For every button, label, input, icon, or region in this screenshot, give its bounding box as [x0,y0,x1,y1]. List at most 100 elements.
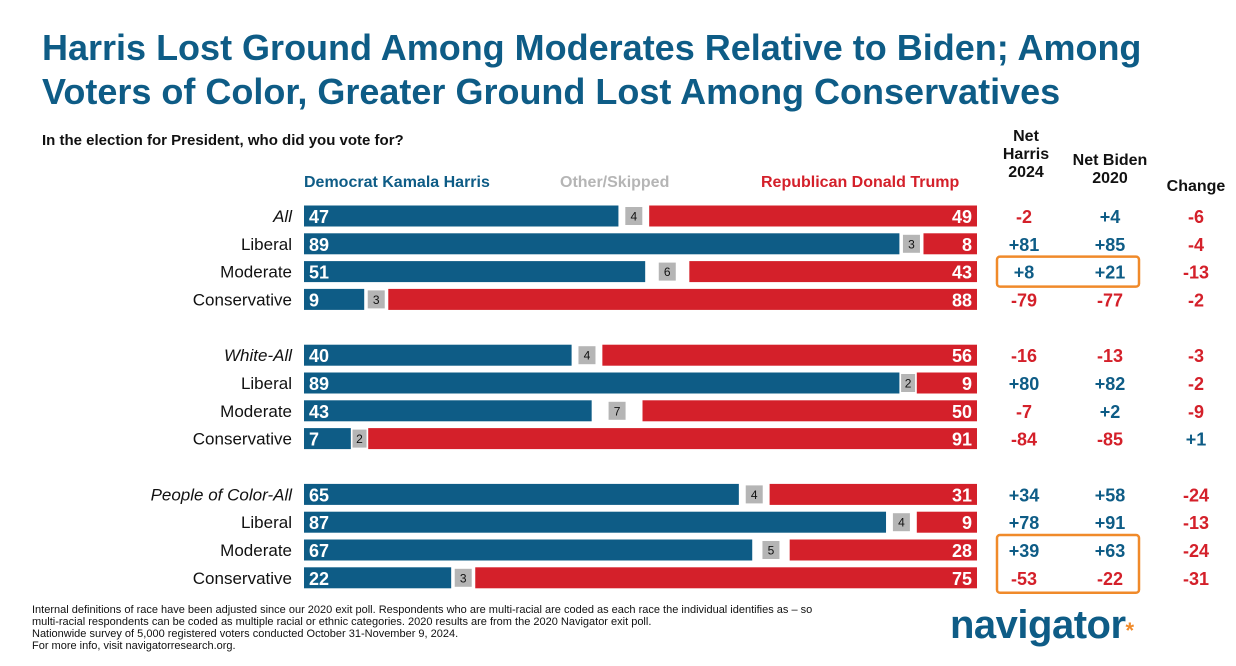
bar-label-other: 5 [768,544,775,558]
change-value: -4 [1188,235,1204,255]
bar-label-harris: 89 [309,374,329,394]
bar-label-harris: 9 [309,290,319,310]
bar-harris [304,539,753,561]
bar-label-trump: 88 [952,290,972,310]
change-value: -3 [1188,346,1204,366]
bar-label-other: 2 [356,432,363,446]
bar-trump [649,205,977,227]
bar-other [367,290,385,309]
row-label: Conservative [193,290,292,309]
net-harris-value: +80 [1009,374,1040,394]
bar-trump [689,261,977,283]
change-value: +1 [1186,430,1207,450]
row-label: Liberal [241,235,292,254]
bar-label-trump: 28 [952,541,972,561]
column-header-change: Change [1166,178,1226,195]
footnote-line-4: For more info, visit navigatorresearch.o… [32,640,236,652]
change-value: -6 [1188,207,1204,227]
bar-label-trump: 31 [952,485,972,505]
bar-label-harris: 43 [309,402,329,422]
bar-label-harris: 87 [309,513,329,533]
bar-harris [304,428,351,450]
bar-label-harris: 22 [309,569,329,589]
bar-label-other: 4 [751,488,758,502]
logo-text: navigator [950,603,1126,647]
footnote-line-2: multi-racial respondents can be coded as… [32,616,652,628]
net-harris-value: -16 [1011,346,1037,366]
bar-other [608,401,626,420]
row-label: Conservative [193,569,292,588]
bar-label-other: 4 [630,210,637,224]
change-value: -2 [1188,374,1204,394]
change-value: -2 [1188,290,1204,310]
row-label: Conservative [193,430,292,449]
row-label: Moderate [220,402,292,421]
bar-harris [304,400,592,422]
legend-trump: Republican Donald Trump [761,174,960,191]
net-harris-value: -7 [1016,402,1032,422]
chart-title: Harris Lost Ground Among Moderates Relat… [42,27,1142,112]
bar-other [658,262,676,281]
bar-harris [304,372,900,394]
change-value: -13 [1183,263,1209,283]
bar-harris [304,288,365,310]
bar-other [745,485,763,504]
bar-harris [304,483,739,505]
net-harris-value: -84 [1011,430,1037,450]
net-biden-value: +91 [1095,513,1126,533]
column-header-net-harris: Net Harris 2024 [990,128,1062,182]
net-biden-value: +2 [1100,402,1121,422]
bar-label-trump: 43 [952,263,972,283]
row-label: Moderate [220,263,292,282]
net-biden-value: +21 [1095,263,1126,283]
net-harris-value: +34 [1009,485,1040,505]
navigator-logo: navigator* [950,603,1134,648]
column-header-net-harris-line3: 2024 [1008,164,1044,181]
net-harris-value: +39 [1009,541,1040,561]
row-label: All [272,207,293,226]
bar-label-other: 3 [908,237,915,251]
bar-trump [388,288,977,310]
bar-label-other: 4 [584,349,591,363]
net-biden-value: +58 [1095,485,1126,505]
footnote-line-1: Internal definitions of race have been a… [32,604,813,616]
bar-label-other: 4 [898,516,905,530]
bar-label-trump: 9 [962,513,972,533]
bar-trump [916,511,977,533]
bar-other [901,374,916,392]
bar-harris [304,205,619,227]
net-biden-value: +63 [1095,541,1126,561]
footnote-line-3: Nationwide survey of 5,000 registered vo… [32,628,459,640]
change-value: -13 [1183,513,1209,533]
bar-label-trump: 8 [962,235,972,255]
bar-trump [769,483,977,505]
change-value: -24 [1183,541,1209,561]
survey-question: In the election for President, who did y… [42,132,404,149]
legend-other: Other/Skipped [560,174,670,191]
net-harris-value: +81 [1009,235,1040,255]
bar-other [578,346,596,365]
column-header-net-biden-line2: 2020 [1092,170,1128,187]
column-header-net-biden: Net Biden 2020 [1060,152,1160,188]
bar-label-trump: 49 [952,207,972,227]
bar-trump [642,400,977,422]
bar-other [625,207,643,225]
logo-mark: * [1125,618,1135,643]
bar-label-other: 2 [905,377,912,391]
row-label: White-All [224,346,293,365]
net-biden-value: +4 [1100,207,1121,227]
bar-label-harris: 40 [309,346,329,366]
legend-harris: Democrat Kamala Harris [304,174,490,191]
bar-label-harris: 67 [309,541,329,561]
bar-other [762,541,780,559]
bar-label-trump: 56 [952,346,972,366]
change-value: -24 [1183,485,1209,505]
bar-other [454,568,472,587]
net-harris-value: -53 [1011,569,1037,589]
bar-other [352,429,367,448]
change-value: -9 [1188,402,1204,422]
row-label: Liberal [241,374,292,393]
net-harris-value: +8 [1014,263,1035,283]
footnote: Internal definitions of race have been a… [32,604,912,652]
